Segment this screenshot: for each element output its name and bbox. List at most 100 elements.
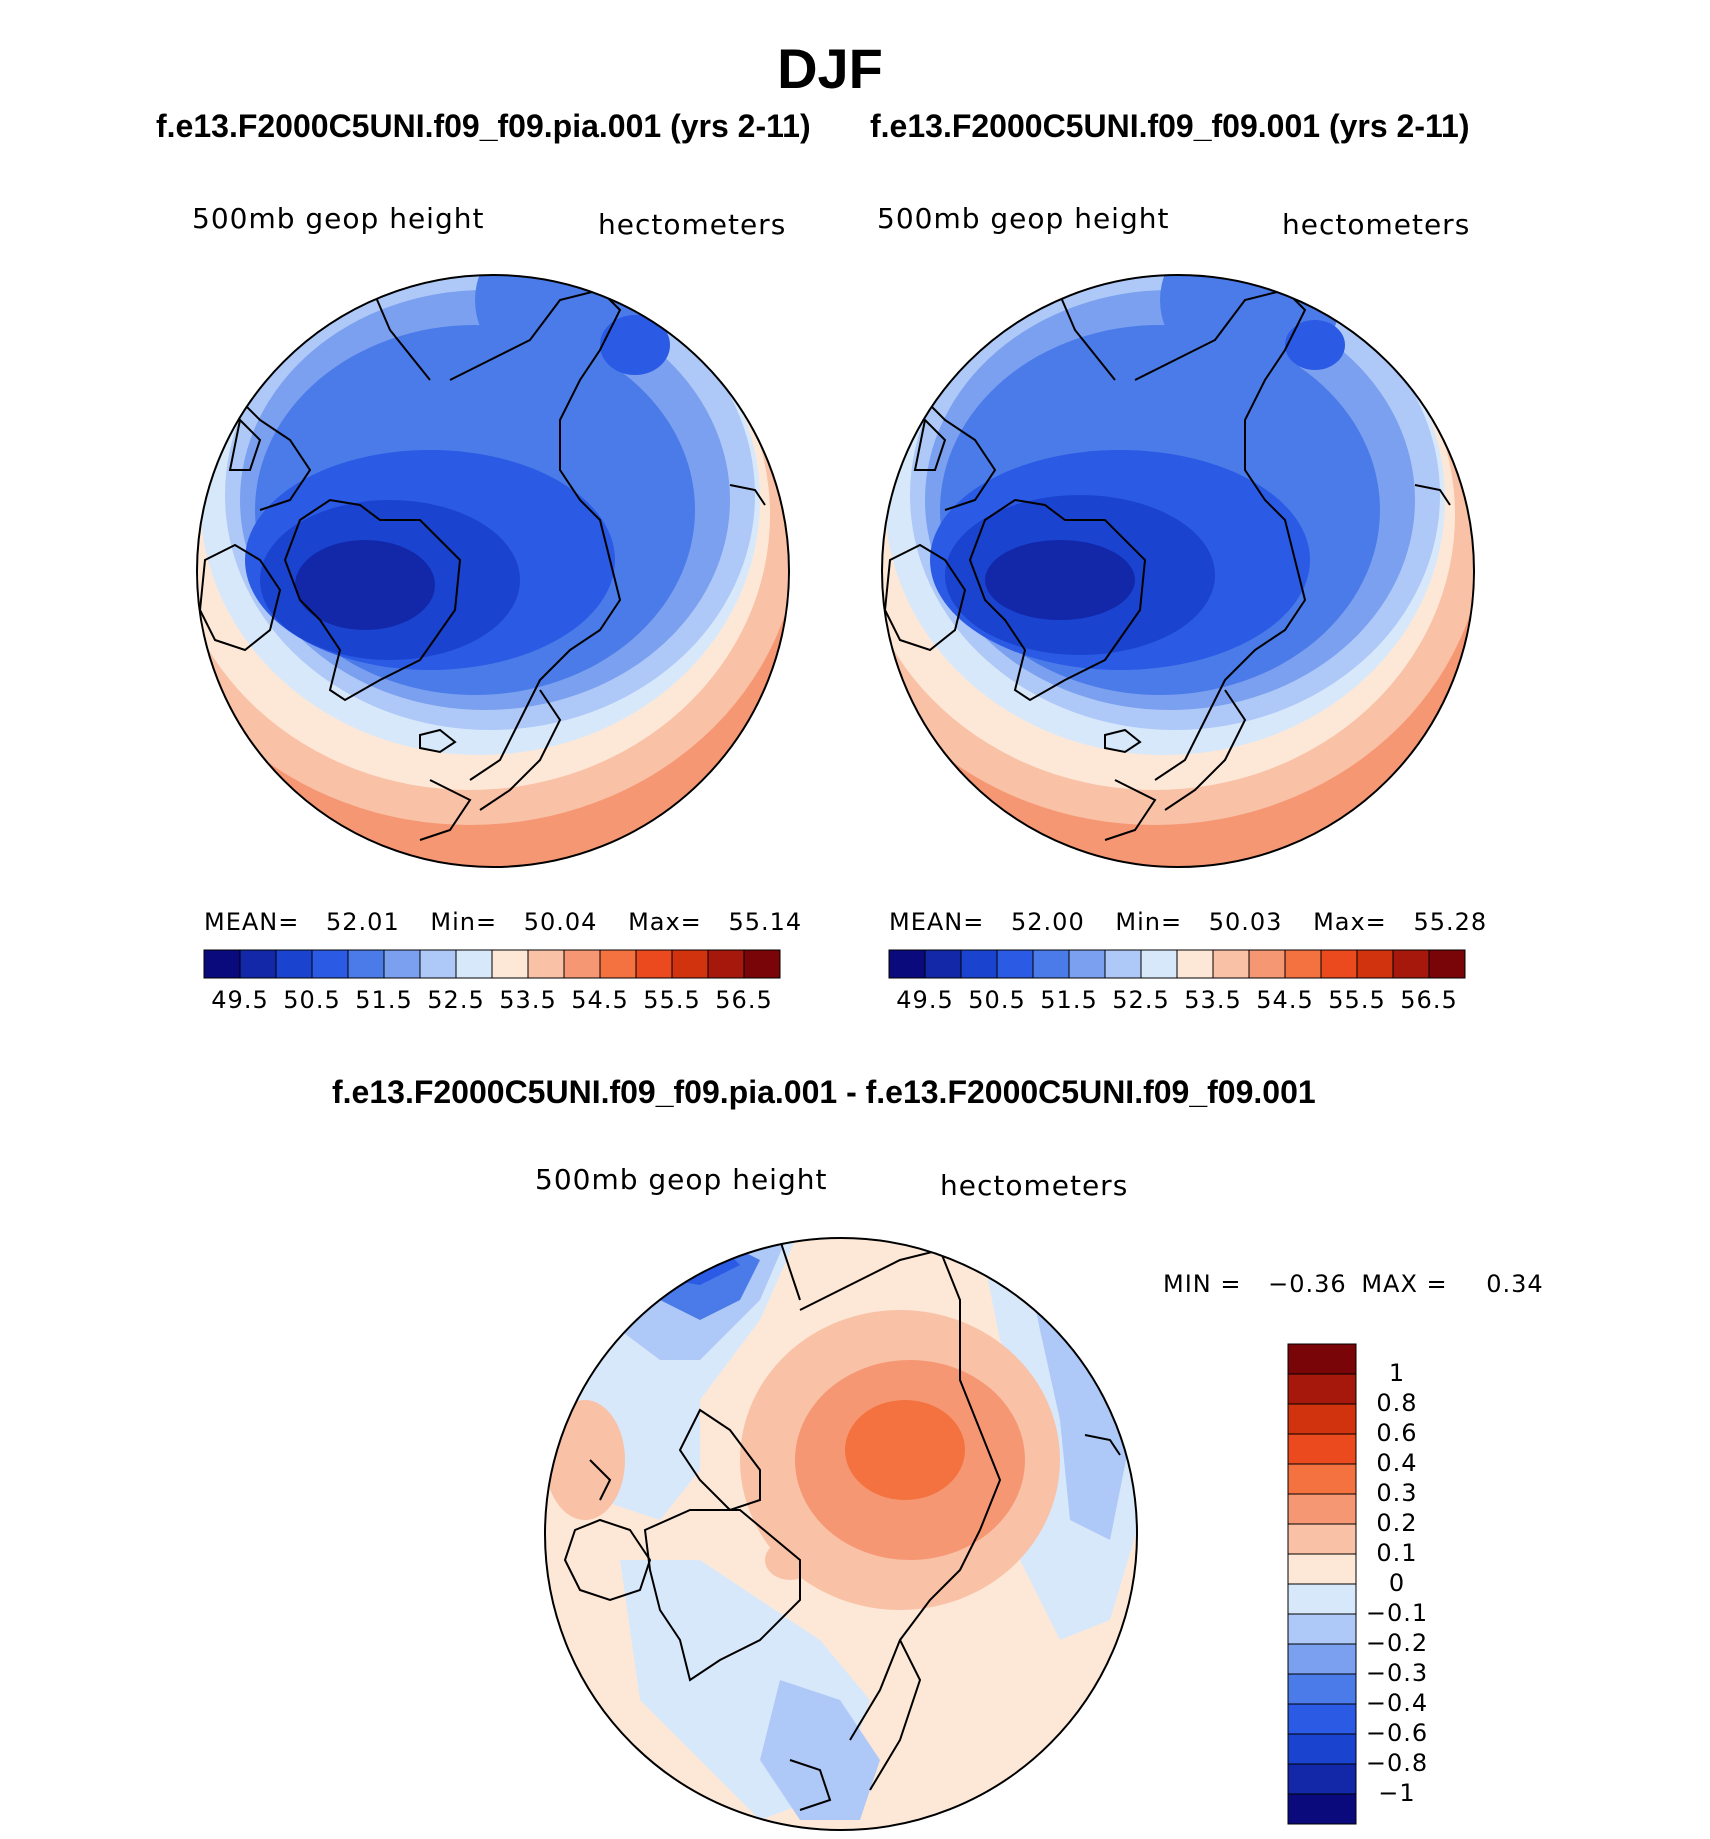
colorbar-tick-label: 0.2 — [1376, 1509, 1418, 1537]
colorbar-swatch — [1287, 1493, 1357, 1525]
colorbar-swatch — [1356, 949, 1394, 979]
panel-1-units-label: hectometers — [598, 208, 787, 241]
colorbar-tick-label: 54.5 — [1256, 986, 1314, 1014]
colorbar-swatch — [239, 949, 277, 979]
min-label: Min= — [430, 908, 498, 936]
panel-1-case-title: f.e13.F2000C5UNI.f09_f09.pia.001 (yrs 2-… — [156, 108, 811, 144]
colorbar-swatch — [419, 949, 457, 979]
diff-units-label: hectometers — [940, 1169, 1129, 1202]
colorbar-swatch — [311, 949, 349, 979]
colorbar-swatch — [275, 949, 313, 979]
colorbar-swatch — [996, 949, 1034, 979]
colorbar-swatch — [1287, 1403, 1357, 1435]
colorbar-swatch — [1104, 949, 1142, 979]
colorbar-swatch — [1287, 1343, 1357, 1375]
colorbar-tick-label: 0.3 — [1376, 1479, 1418, 1507]
colorbar-swatch — [960, 949, 998, 979]
colorbar-tick-label: −0.3 — [1365, 1659, 1429, 1687]
min-label: Min= — [1115, 908, 1183, 936]
colorbar-tick-label: 55.5 — [1328, 986, 1386, 1014]
colorbar-swatch — [1287, 1703, 1357, 1735]
colorbar-swatch — [1287, 1463, 1357, 1495]
colorbar-swatch — [203, 949, 241, 979]
colorbar-tick-label: −0.4 — [1365, 1689, 1429, 1717]
colorbar-tick-label: 50.5 — [968, 986, 1026, 1014]
colorbar-tick-label: 56.5 — [1400, 986, 1458, 1014]
colorbar-tick-label: 49.5 — [211, 986, 269, 1014]
colorbar-tick-label: 0.4 — [1376, 1449, 1418, 1477]
colorbar-tick-label: 49.5 — [896, 986, 954, 1014]
colorbar-tick-label: −0.8 — [1365, 1749, 1429, 1777]
colorbar-tick-label: 50.5 — [283, 986, 341, 1014]
max-label: Max= — [1313, 908, 1387, 936]
colorbar-swatch — [1032, 949, 1070, 979]
diff-min-label: MIN = — [1163, 1270, 1242, 1298]
colorbar-swatch — [1287, 1523, 1357, 1555]
colorbar-swatch — [491, 949, 529, 979]
diff-stats: MIN = −0.36 MAX = 0.34 — [1163, 1270, 1544, 1298]
diff-max-value: 0.34 — [1486, 1270, 1544, 1298]
colorbar-tick-label: 0.6 — [1376, 1419, 1418, 1447]
diff-max-label: MAX = — [1361, 1270, 1448, 1298]
max-value: 55.14 — [728, 908, 803, 936]
colorbar-swatch — [1212, 949, 1250, 979]
panel-1-map — [196, 274, 790, 868]
panel-2-stats: MEAN= 52.00 Min= 50.03 Max= 55.28 — [889, 908, 1487, 936]
panel-1-variable-label: 500mb geop height — [192, 202, 485, 235]
colorbar-swatch — [1140, 949, 1178, 979]
colorbar-swatch — [1284, 949, 1322, 979]
panel-2-units-label: hectometers — [1282, 208, 1471, 241]
max-label: Max= — [628, 908, 702, 936]
min-value: 50.03 — [1208, 908, 1283, 936]
panel-2-map — [881, 274, 1475, 868]
colorbar-tick-label: 54.5 — [571, 986, 629, 1014]
colorbar-swatch — [1428, 949, 1466, 979]
colorbar-swatch — [599, 949, 637, 979]
colorbar-tick-label: −1 — [1378, 1779, 1416, 1807]
colorbar-swatch — [1248, 949, 1286, 979]
colorbar-swatch — [347, 949, 385, 979]
colorbar-swatch — [1287, 1793, 1357, 1825]
max-value: 55.28 — [1413, 908, 1488, 936]
diff-variable-label: 500mb geop height — [535, 1163, 828, 1196]
colorbar-tick-label: 53.5 — [499, 986, 557, 1014]
colorbar-swatch — [1287, 1613, 1357, 1645]
colorbar-tick-label: −0.6 — [1365, 1719, 1429, 1747]
diff-min-value: −0.36 — [1268, 1270, 1347, 1298]
colorbar-swatch — [743, 949, 781, 979]
panel-1-stats: MEAN= 52.01 Min= 50.04 Max= 55.14 — [204, 908, 802, 936]
colorbar-tick-label: 0.1 — [1376, 1539, 1418, 1567]
colorbar-swatch — [1068, 949, 1106, 979]
colorbar-swatch — [1176, 949, 1214, 979]
colorbar-tick-label: 53.5 — [1184, 986, 1242, 1014]
colorbar-tick-label: 55.5 — [643, 986, 701, 1014]
colorbar-swatch — [527, 949, 565, 979]
colorbar-tick-label: 56.5 — [715, 986, 773, 1014]
colorbar-swatch — [563, 949, 601, 979]
colorbar-swatch — [888, 949, 926, 979]
colorbar-swatch — [1287, 1553, 1357, 1585]
colorbar-swatch — [1287, 1673, 1357, 1705]
colorbar-swatch — [455, 949, 493, 979]
mean-label: MEAN= — [889, 908, 985, 936]
panel-1-colorbar — [203, 949, 781, 979]
mean-value: 52.01 — [326, 908, 400, 936]
colorbar-swatch — [1287, 1733, 1357, 1765]
colorbar-swatch — [1287, 1373, 1357, 1405]
diff-colorbar — [1287, 1343, 1357, 1825]
colorbar-swatch — [1392, 949, 1430, 979]
colorbar-tick-label: 51.5 — [1040, 986, 1098, 1014]
diff-panel-title: f.e13.F2000C5UNI.f09_f09.pia.001 - f.e13… — [332, 1074, 1316, 1110]
colorbar-tick-label: −0.2 — [1365, 1629, 1429, 1657]
colorbar-tick-label: 0.8 — [1376, 1389, 1418, 1417]
colorbar-swatch — [1287, 1433, 1357, 1465]
colorbar-tick-label: 52.5 — [1112, 986, 1170, 1014]
colorbar-tick-label: 0 — [1388, 1569, 1406, 1597]
colorbar-swatch — [1287, 1583, 1357, 1615]
panel-2-colorbar — [888, 949, 1466, 979]
colorbar-swatch — [671, 949, 709, 979]
colorbar-tick-label: 1 — [1388, 1359, 1406, 1387]
colorbar-swatch — [1287, 1763, 1357, 1795]
mean-label: MEAN= — [204, 908, 300, 936]
figure-title: DJF — [777, 37, 883, 100]
